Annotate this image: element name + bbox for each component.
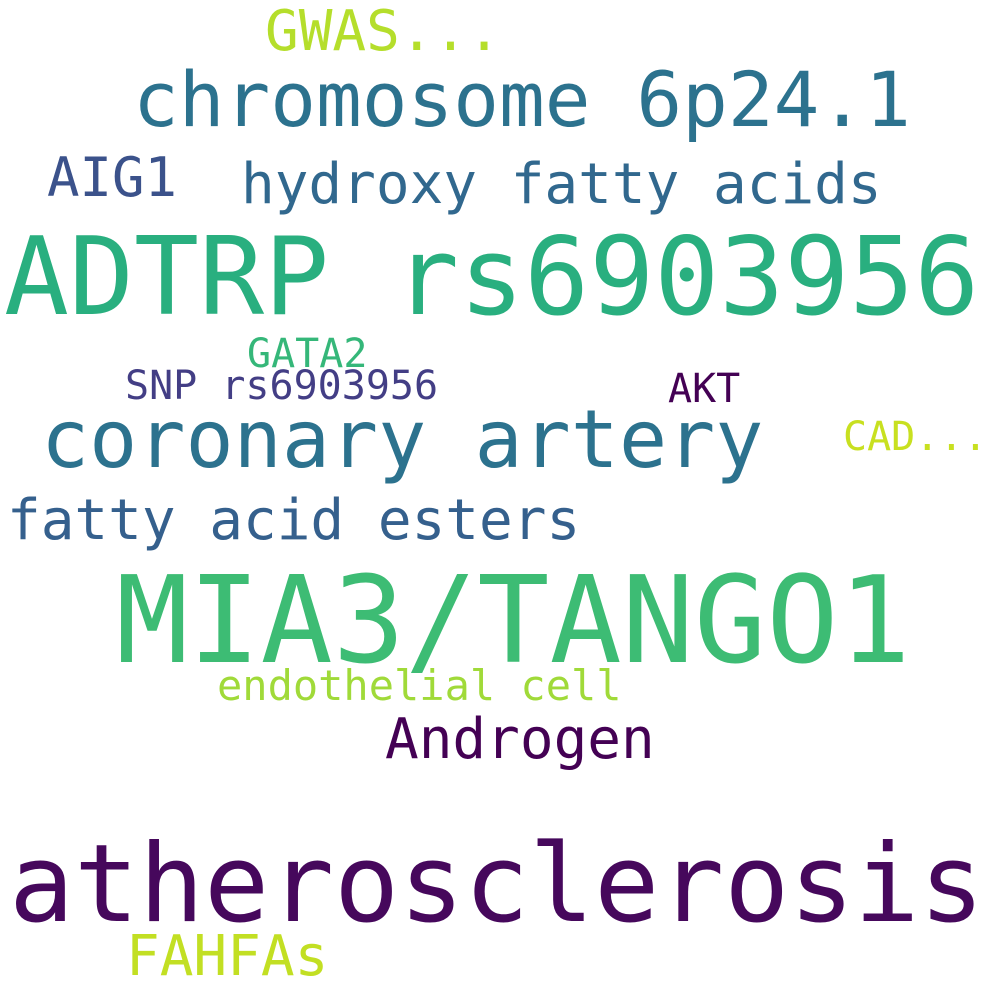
word-akt: AKT <box>668 366 741 412</box>
word-adtrp-rs6903956: ADTRP rs6903956 <box>4 215 980 340</box>
word-cad: CAD... <box>843 414 988 460</box>
word-gata2: GATA2 <box>247 331 368 377</box>
word-fatty-acid-esters: fatty acid esters <box>7 488 581 553</box>
word-atherosclerosis: atherosclerosis <box>9 822 985 947</box>
word-chromosome-6p24-1: chromosome 6p24.1 <box>133 55 911 144</box>
word-endothelial-cell: endothelial cell <box>217 661 622 710</box>
word-snp-rs6903956: SNP rs6903956 <box>125 363 439 409</box>
word-aig1: AIG1 <box>47 146 178 209</box>
word-hydroxy-fatty-acids: hydroxy fatty acids <box>241 152 882 217</box>
word-coronary-artery: coronary artery <box>41 393 764 486</box>
word-fahfas: FAHFAs <box>126 924 329 989</box>
word-mia3-tango1: MIA3/TANGO1 <box>116 552 911 691</box>
word-gwas: GWAS... <box>265 0 502 64</box>
word-androgen: Androgen <box>385 707 655 772</box>
